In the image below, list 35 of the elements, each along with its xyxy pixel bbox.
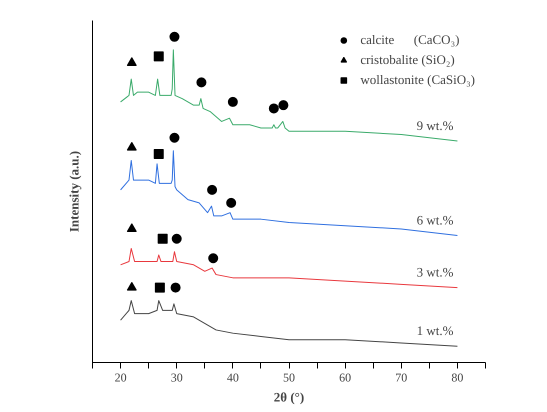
x-tick-label: 30	[170, 370, 183, 384]
point	[169, 32, 180, 42]
point	[208, 253, 218, 264]
x-tick-label: 80	[451, 370, 464, 384]
point	[169, 132, 180, 143]
point	[268, 103, 279, 114]
x-tick-label: 50	[283, 370, 295, 384]
point	[207, 184, 218, 195]
point	[126, 57, 137, 66]
point	[170, 282, 181, 293]
y-axis-title: Intensity (a.u.)	[66, 150, 82, 232]
point	[154, 51, 164, 62]
x-tick-label: 60	[339, 370, 352, 384]
point	[126, 223, 137, 232]
series-label: 6 wt.%	[416, 212, 454, 228]
legend-label: calcite (CaCO₃)	[360, 32, 460, 48]
point	[228, 96, 238, 107]
series-label: 1 wt.%	[416, 323, 454, 338]
point	[158, 234, 168, 244]
point	[154, 149, 164, 160]
legend-label: wollastonite (CaSiO₃)	[360, 72, 475, 88]
point	[126, 282, 137, 291]
point	[226, 198, 236, 208]
point	[126, 142, 137, 151]
x-tick-label: 70	[395, 370, 408, 384]
point	[172, 234, 182, 244]
x-tick-label: 20	[114, 370, 127, 384]
point	[278, 100, 288, 110]
point	[154, 282, 165, 293]
legend-label: cristobalite (SiO₂)	[360, 52, 455, 68]
x-tick-label: 40	[226, 370, 239, 384]
point	[196, 77, 206, 88]
series-label: 9 wt.%	[416, 118, 454, 134]
series-label: 3 wt.%	[416, 264, 454, 280]
x-axis-title: 2θ (°)	[274, 390, 304, 404]
